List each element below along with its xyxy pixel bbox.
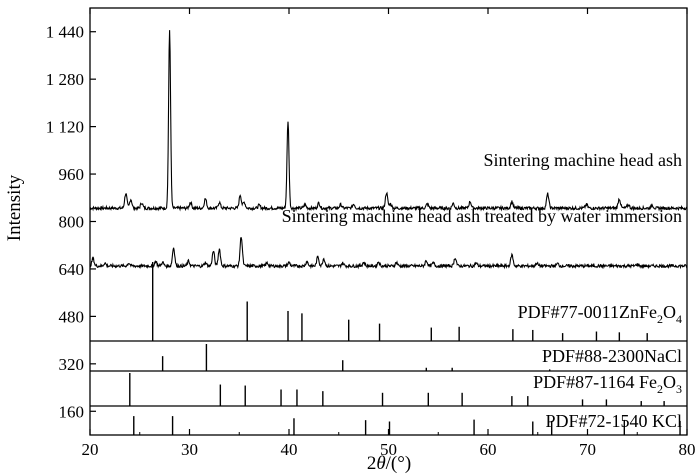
series-line	[89, 236, 688, 270]
x-tick-label: 80	[679, 440, 696, 459]
y-tick-label: 320	[59, 355, 85, 374]
reference-pattern-label: PDF#72-1540 KCl	[545, 411, 682, 431]
reference-patterns	[129, 262, 681, 435]
chart-labels: PDF#77-0011ZnFe2O4 PDF#88-2300NaCl PDF#87-…	[282, 150, 682, 431]
x-tick-label: 50	[380, 440, 397, 459]
x-tick-label: 40	[281, 440, 298, 459]
reference-pattern-label: PDF#87-1164 Fe2O3	[533, 372, 682, 396]
x-tick-label: 30	[181, 440, 198, 459]
series-label: Sintering machine head ash treated by wa…	[282, 206, 682, 226]
x-axis-title: 2θ/(°)	[367, 453, 411, 474]
y-tick-label: 800	[59, 213, 85, 232]
series-line	[89, 30, 688, 212]
x-tick-label: 20	[82, 440, 99, 459]
reference-pattern-label: PDF#88-2300NaCl	[542, 346, 682, 366]
series-lines	[89, 30, 688, 270]
y-tick-label: 1 280	[46, 70, 84, 89]
y-tick-label: 960	[59, 165, 85, 184]
y-axis-title: Intensity	[4, 174, 25, 241]
y-tick-label: 1 440	[46, 23, 84, 42]
y-tick-label: 160	[59, 402, 85, 421]
x-tick-label: 70	[579, 440, 596, 459]
y-tick-label: 1 120	[46, 118, 84, 137]
panel-dividers	[90, 340, 687, 407]
reference-pattern-label: PDF#77-0011ZnFe2O4	[518, 302, 682, 326]
y-tick-label: 640	[59, 260, 85, 279]
x-tick-label: 60	[480, 440, 497, 459]
series-label: Sintering machine head ash	[484, 150, 682, 170]
y-tick-label: 480	[59, 307, 85, 326]
axis-ticks: 20 30 40 50 60 70 80 160 320 480 640 800 960 1 120 1 2…	[46, 8, 696, 459]
